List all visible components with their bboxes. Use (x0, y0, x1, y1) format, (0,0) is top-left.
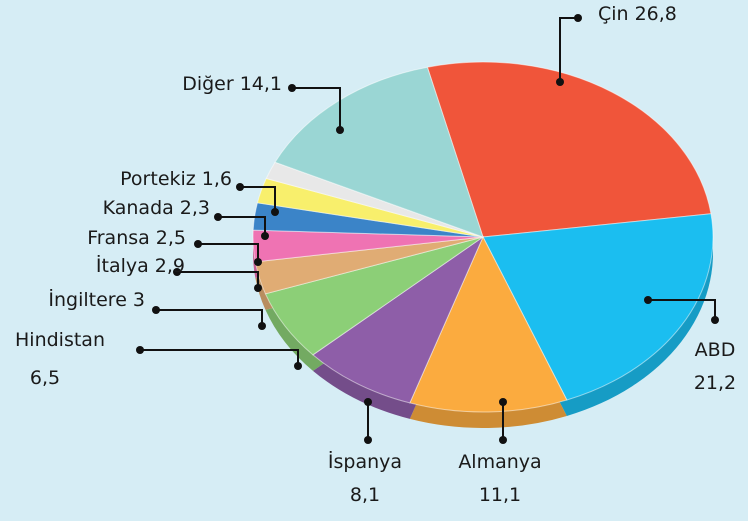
leader-dot (364, 436, 372, 444)
slice-label: Diğer 14,1 (182, 73, 282, 95)
leader-line (198, 244, 258, 262)
leader-dot (271, 208, 279, 216)
value-label: 2,5 (156, 227, 186, 249)
leader-dot (364, 398, 372, 406)
leader-line (140, 350, 298, 366)
leader-dot (258, 322, 266, 330)
slice-label: Çin 26,8 (598, 3, 677, 25)
slice-label: Portekiz 1,6 (120, 168, 232, 190)
leader-dot (336, 126, 344, 134)
leader-line (156, 310, 262, 326)
slice-label: İngiltere 3 (48, 288, 145, 311)
value-label: 26,8 (635, 3, 677, 25)
value-label: 1,6 (202, 168, 232, 190)
leader-dot (644, 296, 652, 304)
leader-dot (261, 232, 269, 240)
leader-dot (136, 346, 144, 354)
slice-label: Hindistan (15, 329, 105, 351)
category-name: İngiltere (48, 288, 127, 311)
leader-dot (254, 258, 262, 266)
value-label: 6,5 (30, 367, 60, 389)
category-name: Fransa (87, 227, 150, 249)
leader-line (177, 272, 258, 288)
slice-label: İspanya (328, 450, 402, 473)
leader-dot (214, 213, 222, 221)
leader-dot (499, 398, 507, 406)
category-name: Çin (598, 3, 629, 25)
slice-label: İtalya 2,9 (96, 254, 185, 277)
leader-dot (711, 316, 719, 324)
category-name: Diğer (182, 73, 234, 95)
leader-dot (499, 436, 507, 444)
chart: Çin 26,8 ABD 21,2 Almanya 11,1 İspanya 8,1 Hindi… (0, 0, 748, 521)
value-label: 3 (133, 289, 145, 311)
leader-dot (288, 84, 296, 92)
value-label: 8,1 (350, 484, 380, 506)
value-label: 14,1 (240, 73, 282, 95)
leader-dot (254, 284, 262, 292)
value-label: 21,2 (694, 372, 736, 394)
leader-dot (574, 14, 582, 22)
category-name: İtalya (96, 254, 149, 277)
category-name: Kanada (103, 197, 174, 219)
slice-label: Kanada 2,3 (103, 197, 210, 219)
leader-dot (236, 183, 244, 191)
value-label: 2,3 (180, 197, 210, 219)
slice-label: Fransa 2,5 (87, 227, 186, 249)
slice-label: Almanya (458, 451, 541, 473)
leader-dot (152, 306, 160, 314)
category-name: Portekiz (120, 168, 196, 190)
slice-label: ABD (695, 339, 736, 361)
leader-dot (556, 78, 564, 86)
leader-dot (294, 362, 302, 370)
value-label: 11,1 (479, 484, 521, 506)
leader-dot (194, 240, 202, 248)
value-label: 2,9 (155, 255, 185, 277)
